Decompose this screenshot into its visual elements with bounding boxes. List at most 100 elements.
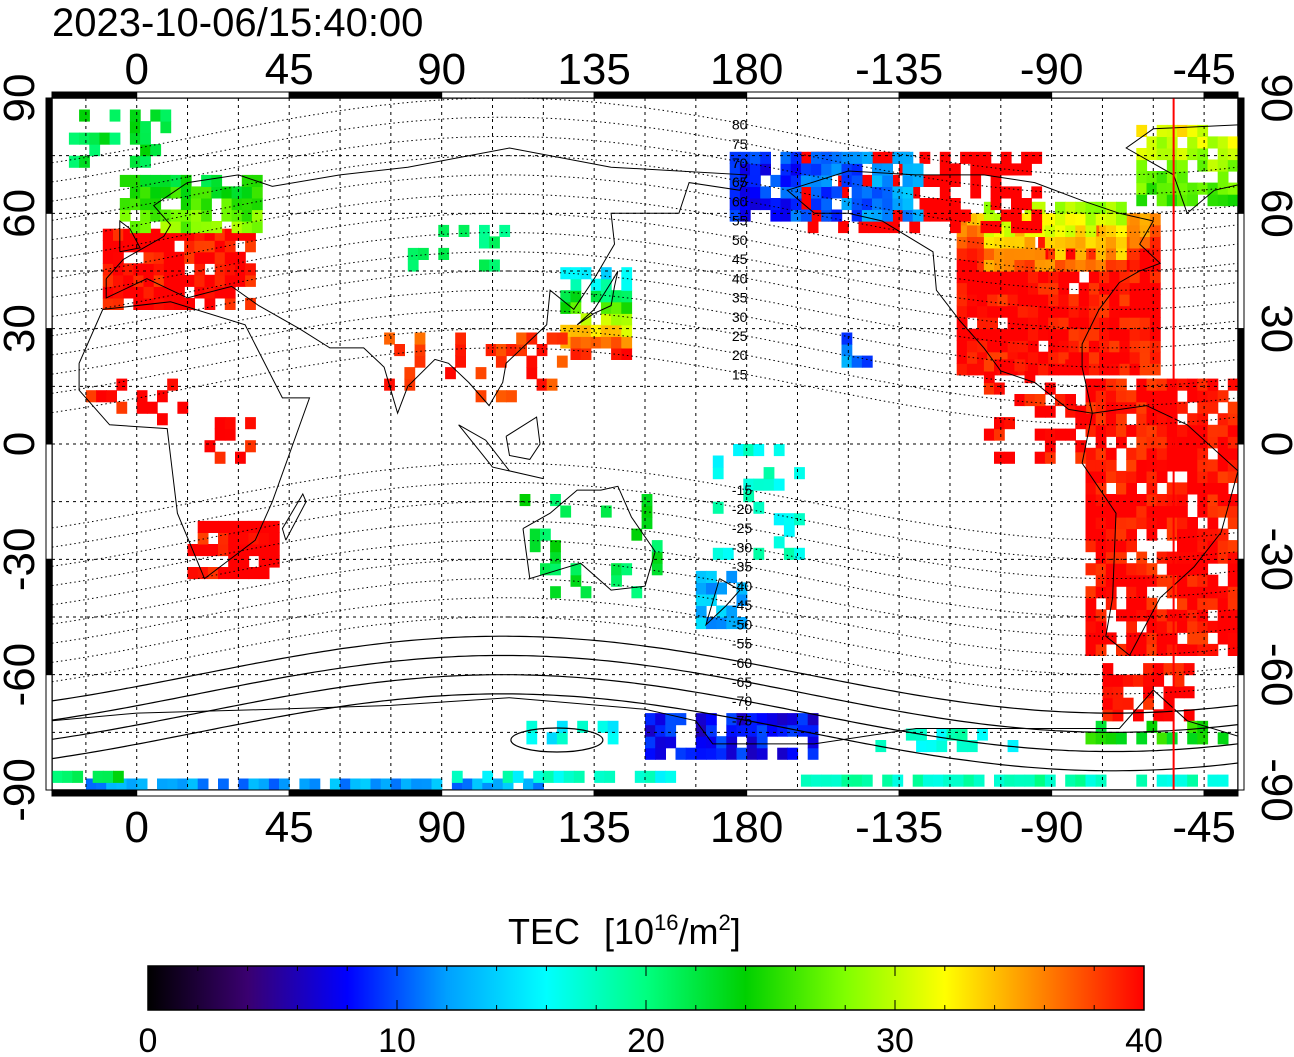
tec-cell bbox=[794, 513, 805, 526]
tec-cell bbox=[1187, 574, 1198, 587]
tec-cell bbox=[258, 555, 270, 568]
tec-cell bbox=[1197, 732, 1209, 745]
tec-cell bbox=[136, 401, 148, 414]
tec-cell bbox=[1078, 317, 1090, 330]
tec-cell bbox=[997, 328, 1009, 341]
tec-cell bbox=[939, 209, 951, 222]
tec-cell bbox=[977, 294, 988, 307]
tec-cell bbox=[479, 236, 490, 249]
tec-cell bbox=[1088, 247, 1100, 260]
maglat-label: -20 bbox=[732, 501, 752, 517]
tec-cell bbox=[811, 774, 822, 787]
left-scale-segment bbox=[45, 558, 53, 676]
tec-cell bbox=[590, 290, 602, 303]
tec-cell bbox=[1085, 424, 1097, 437]
tec-cell bbox=[655, 736, 666, 749]
tec-cell bbox=[1119, 340, 1131, 353]
tec-cell bbox=[956, 340, 968, 353]
tec-cell bbox=[1177, 459, 1188, 472]
tec-cell bbox=[746, 724, 758, 737]
tec-cell bbox=[641, 505, 653, 518]
tec-cell bbox=[1088, 351, 1100, 364]
tec-cell bbox=[987, 340, 998, 353]
tec-cell bbox=[235, 263, 246, 276]
tec-cell bbox=[763, 467, 775, 480]
right-scale-segment bbox=[1237, 212, 1245, 330]
tec-cell bbox=[1116, 413, 1127, 426]
tec-cell bbox=[1146, 597, 1158, 610]
tec-cell bbox=[743, 444, 755, 457]
tec-cell bbox=[1078, 340, 1090, 353]
tec-cell bbox=[1095, 201, 1107, 214]
maglat-contour bbox=[52, 193, 1238, 272]
tec-cell bbox=[753, 547, 765, 560]
tec-cell bbox=[1095, 424, 1107, 437]
tec-cell bbox=[1075, 451, 1087, 464]
tec-cell bbox=[1099, 351, 1110, 364]
tec-cell bbox=[1177, 586, 1188, 599]
tec-cell bbox=[1105, 259, 1117, 272]
tec-cell bbox=[611, 324, 622, 337]
tec-cell bbox=[1156, 124, 1168, 137]
tec-cell bbox=[1085, 597, 1097, 610]
tec-cell bbox=[1004, 359, 1015, 372]
tec-cell bbox=[631, 586, 643, 599]
tec-cell bbox=[1116, 494, 1127, 507]
tec-cell bbox=[1116, 259, 1127, 272]
right-lat-label: 90 bbox=[1252, 74, 1294, 123]
tec-cell bbox=[1149, 224, 1161, 237]
tec-cell bbox=[1187, 609, 1198, 622]
maglat-label: -70 bbox=[732, 693, 752, 709]
tec-cell bbox=[492, 778, 504, 790]
tec-cell bbox=[1136, 182, 1148, 195]
tec-cell bbox=[889, 174, 900, 187]
tec-cell bbox=[956, 728, 968, 741]
tec-cell bbox=[1136, 459, 1148, 472]
tec-cell bbox=[990, 198, 1002, 211]
tec-cell bbox=[767, 713, 778, 726]
tec-cell bbox=[1166, 436, 1178, 449]
bottom-lon-label: -90 bbox=[1020, 803, 1084, 852]
tec-cell bbox=[251, 186, 263, 199]
tec-cell bbox=[1207, 574, 1219, 587]
maglat-contour bbox=[52, 136, 1238, 214]
tec-cell bbox=[1156, 459, 1168, 472]
tec-cell bbox=[340, 778, 351, 790]
tec-cell bbox=[1146, 413, 1158, 426]
colorbar-label: 20 bbox=[627, 1022, 665, 1057]
colorbar-title: TEC [1016/m2] bbox=[508, 910, 741, 952]
tec-cell bbox=[1095, 505, 1107, 518]
tec-cell bbox=[184, 274, 195, 287]
tec-cell bbox=[1011, 221, 1022, 234]
tec-cell bbox=[1136, 378, 1148, 391]
tec-cell bbox=[390, 778, 402, 790]
tec-cell bbox=[1129, 247, 1141, 260]
tec-cell bbox=[218, 567, 229, 580]
tec-cell bbox=[997, 351, 1009, 364]
tec-cell bbox=[1197, 182, 1209, 195]
tec-cell bbox=[1000, 186, 1012, 199]
tec-cell bbox=[211, 186, 223, 199]
tec-cell bbox=[414, 355, 426, 368]
tec-cell bbox=[1055, 236, 1066, 249]
tec-cell bbox=[1095, 247, 1107, 260]
tec-cell bbox=[665, 724, 677, 737]
tec-cell bbox=[1095, 213, 1107, 226]
tec-cell bbox=[841, 774, 853, 787]
tec-cell bbox=[916, 740, 927, 753]
maglat-contour bbox=[52, 674, 1238, 753]
tec-cell bbox=[997, 271, 1009, 284]
tec-cell bbox=[560, 267, 572, 280]
tec-cell bbox=[811, 163, 822, 176]
maglat-contour bbox=[52, 558, 1238, 637]
tec-cell bbox=[695, 593, 707, 606]
tec-cell bbox=[79, 155, 90, 168]
tec-cell bbox=[902, 186, 914, 199]
tec-cell bbox=[540, 528, 551, 541]
tec-cell bbox=[794, 547, 805, 560]
tec-cell bbox=[695, 582, 707, 595]
tec-cell bbox=[485, 344, 497, 357]
tec-cell bbox=[956, 294, 968, 307]
tec-cell bbox=[1085, 459, 1097, 472]
tec-cell bbox=[241, 186, 253, 199]
